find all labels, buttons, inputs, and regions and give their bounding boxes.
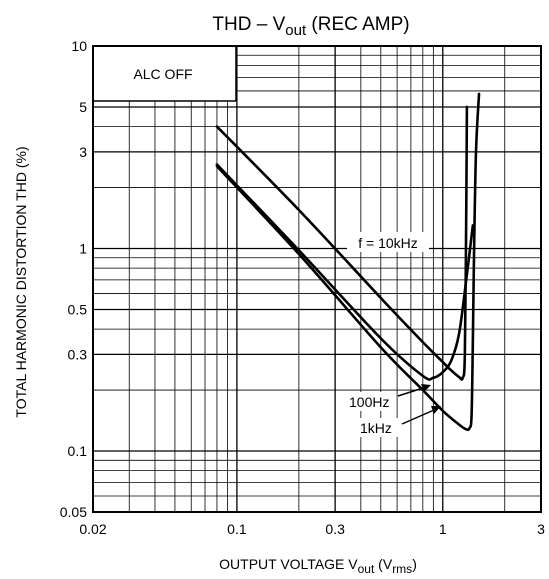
annotation-100hz-arrow-line	[397, 387, 424, 397]
chart-title: THD – Vout (REC AMP)	[212, 14, 409, 39]
y-tick-label: 0.05	[60, 504, 87, 520]
x-tick-labels: 0.02 0.1 0.3 1 3	[79, 521, 545, 537]
plot-grid	[93, 46, 541, 512]
x-axis-label-sub: out	[358, 562, 375, 576]
y-tick-label: 1	[79, 241, 87, 257]
x-tick-label: 0.3	[325, 521, 345, 537]
series-line-f-10khz	[215, 105, 469, 381]
x-tick-label: 0.02	[79, 521, 106, 537]
y-tick-label: 0.1	[68, 443, 88, 459]
condition-box-bg	[93, 46, 236, 101]
x-tick-label: 1	[439, 521, 447, 537]
series-line-100hz	[215, 163, 475, 381]
chart-title-sub: out	[285, 22, 307, 39]
y-tick-label: 10	[71, 38, 87, 54]
chart-title-tail: (REC AMP)	[306, 14, 409, 35]
x-axis-label-main: OUTPUT VOLTAGE V	[219, 556, 358, 572]
y-tick-label: 0.3	[68, 346, 88, 362]
annotation-10khz: f = 10kHz	[358, 235, 418, 251]
series-line-1khz	[215, 92, 481, 432]
annotation-1khz-arrow-line	[401, 409, 435, 425]
x-axis-unit-sub: rms	[392, 562, 412, 576]
y-tick-label: 3	[79, 144, 87, 160]
annotation-1khz-bg	[357, 418, 401, 437]
y-tick-label: 0.5	[68, 301, 88, 317]
condition-label: ALC OFF	[133, 66, 192, 82]
y-axis-label: TOTAL HARMONIC DISTORTION THD (%)	[13, 146, 29, 417]
x-axis-unit-open: (V	[374, 556, 393, 572]
series-layer	[215, 92, 481, 432]
x-axis-label: OUTPUT VOLTAGE Vout (Vrms)	[219, 556, 417, 576]
chart-title-main: THD – V	[212, 14, 285, 35]
annotation-1khz-arrowhead	[431, 406, 441, 414]
x-tick-label: 0.1	[227, 521, 247, 537]
annotation-100hz-arrowhead	[421, 384, 431, 392]
annotation-1khz: 1kHz	[360, 420, 392, 436]
y-tick-label: 5	[79, 99, 87, 115]
annotation-100hz: 100Hz	[349, 394, 389, 410]
y-tick-labels: 0.05 0.1 0.3 0.5 1 3 5 10	[60, 38, 87, 520]
x-tick-label: 3	[537, 521, 545, 537]
x-axis-unit-close: )	[412, 556, 417, 572]
plot-frame	[92, 45, 542, 513]
annotation-100hz-bg	[346, 392, 396, 411]
annotation-10khz-bg	[347, 232, 429, 252]
